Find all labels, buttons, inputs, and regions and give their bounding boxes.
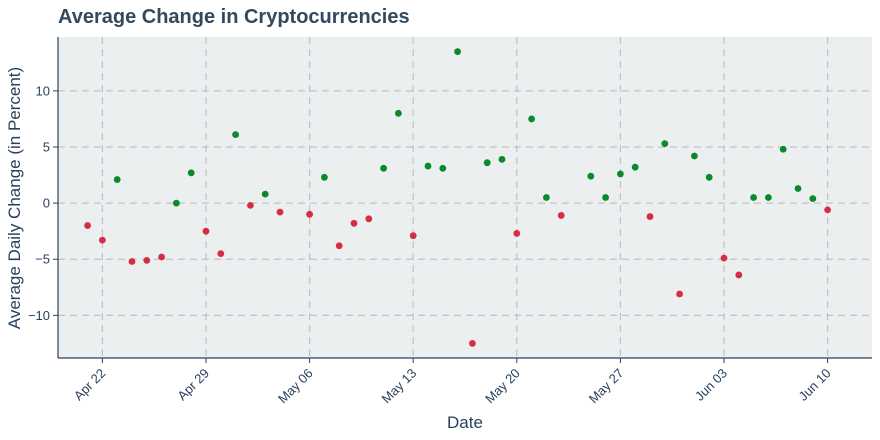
data-point[interactable] <box>454 48 461 55</box>
data-point[interactable] <box>750 194 757 201</box>
axes <box>53 37 872 363</box>
data-point[interactable] <box>261 190 269 198</box>
data-point[interactable] <box>276 208 284 216</box>
y-tick-label: 10 <box>36 83 50 98</box>
data-point[interactable] <box>217 250 225 258</box>
x-tick-label: May 20 <box>482 366 523 407</box>
x-tick-label: Jun 10 <box>796 366 834 404</box>
data-point[interactable] <box>84 222 91 229</box>
chart-title: Average Change in Cryptocurrencies <box>58 6 410 28</box>
data-point[interactable] <box>306 210 313 218</box>
x-tick-label: May 06 <box>275 366 316 407</box>
y-tick-label: 5 <box>43 139 50 154</box>
y-tick-label: −10 <box>28 308 50 323</box>
data-point[interactable] <box>424 162 432 170</box>
data-point[interactable] <box>409 232 417 240</box>
data-point[interactable] <box>528 115 535 123</box>
data-point[interactable] <box>809 195 817 203</box>
data-point[interactable] <box>646 213 654 220</box>
data-point[interactable] <box>720 254 728 262</box>
data-point[interactable] <box>350 219 358 227</box>
x-tick-label: May 13 <box>379 366 420 407</box>
data-point[interactable] <box>247 201 254 209</box>
data-point[interactable] <box>469 340 476 347</box>
data-point[interactable] <box>498 155 506 163</box>
data-point[interactable] <box>395 109 402 117</box>
data-point[interactable] <box>691 152 698 160</box>
data-point[interactable] <box>439 164 447 172</box>
data-point[interactable] <box>335 242 343 250</box>
data-point[interactable] <box>794 185 802 192</box>
data-point[interactable] <box>765 194 772 201</box>
data-point[interactable] <box>676 290 683 298</box>
data-point[interactable] <box>232 131 240 139</box>
data-point[interactable] <box>661 140 669 148</box>
data-point[interactable] <box>202 227 210 235</box>
data-point[interactable] <box>705 173 713 181</box>
data-point[interactable] <box>143 256 151 264</box>
data-point[interactable] <box>321 173 328 181</box>
data-point[interactable] <box>187 169 195 177</box>
y-tick-label: −5 <box>35 252 50 267</box>
grid-lines <box>58 37 872 358</box>
y-axis-title: Average Daily Change (in Percent) <box>5 67 24 329</box>
data-point[interactable] <box>483 159 491 167</box>
data-point[interactable] <box>617 170 624 178</box>
y-tick-label: 0 <box>43 196 50 211</box>
data-point[interactable] <box>128 258 136 265</box>
data-point[interactable] <box>380 164 387 172</box>
x-tick-label: May 27 <box>586 366 627 407</box>
data-point[interactable] <box>824 206 831 214</box>
x-axis-title: Date <box>447 413 483 432</box>
data-point[interactable] <box>587 172 595 180</box>
data-point[interactable] <box>158 253 166 261</box>
data-point[interactable] <box>631 163 639 171</box>
x-tick-label: Apr 22 <box>71 366 109 404</box>
data-point[interactable] <box>99 236 106 244</box>
data-point[interactable] <box>513 230 521 237</box>
data-point[interactable] <box>543 194 550 201</box>
x-tick-label: Apr 29 <box>174 366 212 404</box>
data-point[interactable] <box>173 199 180 207</box>
data-point[interactable] <box>779 145 787 153</box>
data-points <box>84 48 831 347</box>
plot-area <box>58 37 872 358</box>
data-point[interactable] <box>735 271 743 279</box>
data-point[interactable] <box>113 176 121 183</box>
x-tick-label: Jun 03 <box>692 366 730 404</box>
data-point[interactable] <box>602 194 609 201</box>
data-point[interactable] <box>365 215 373 223</box>
data-point[interactable] <box>557 212 565 219</box>
